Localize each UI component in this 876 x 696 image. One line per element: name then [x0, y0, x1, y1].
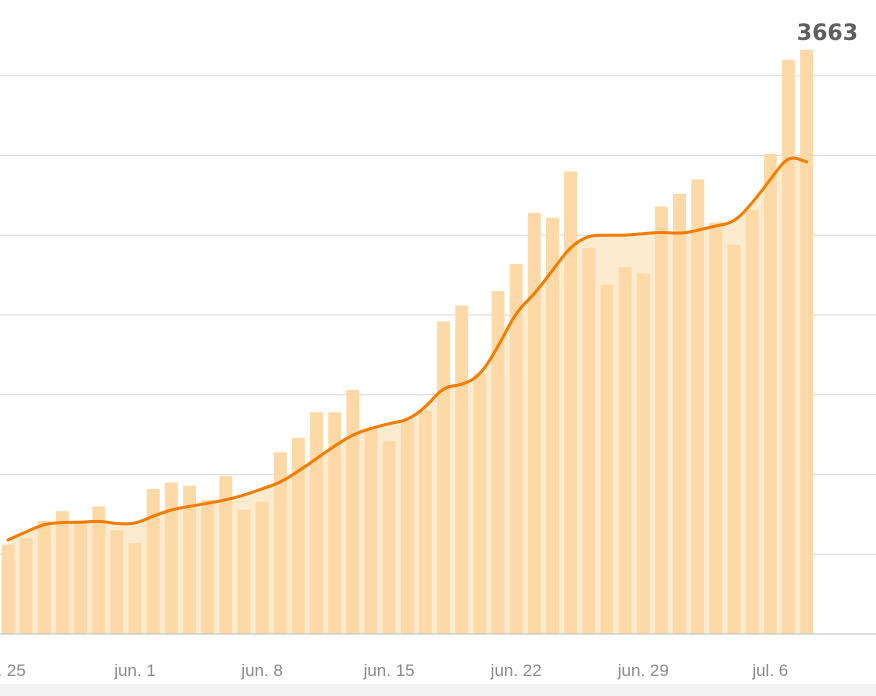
bar	[146, 488, 160, 634]
bar	[654, 206, 668, 634]
bar	[255, 501, 269, 634]
bar	[564, 171, 578, 634]
bar	[310, 412, 323, 634]
bar	[346, 390, 360, 634]
bar	[92, 506, 106, 634]
bar	[745, 209, 759, 634]
bar	[437, 321, 451, 634]
bar	[183, 485, 196, 634]
bar	[219, 476, 233, 634]
bar	[400, 420, 414, 634]
bar	[328, 412, 342, 634]
x-tick-label: jun. 8	[240, 661, 283, 680]
bar	[582, 248, 596, 634]
bar	[509, 264, 523, 634]
bar	[164, 482, 178, 634]
x-tick-label: jun. 1	[113, 661, 156, 680]
bars	[1, 49, 814, 635]
bar	[546, 217, 559, 634]
bar	[691, 179, 705, 634]
bar	[37, 520, 51, 634]
bar	[618, 267, 632, 634]
bar	[1, 544, 15, 634]
bar	[74, 520, 88, 634]
bar	[673, 193, 686, 635]
bar	[128, 543, 142, 634]
x-tick-label: jul. 6	[751, 661, 788, 680]
x-axis-ticks: y. 25 jun. 1 jun. 8 jun. 15 jun. 22 jun. 29 ju…	[0, 661, 788, 680]
bar	[364, 428, 378, 634]
peak-value-label: 3663	[797, 21, 858, 46]
bar	[800, 49, 814, 635]
bar	[636, 273, 650, 634]
bar	[781, 59, 795, 635]
bar	[418, 410, 432, 634]
bar	[491, 291, 505, 634]
average-line-group	[6, 156, 809, 542]
bar	[55, 511, 69, 634]
bar	[600, 284, 614, 634]
bar	[473, 374, 487, 634]
x-tick-label: jun. 29	[617, 661, 669, 680]
bar	[110, 530, 124, 634]
bar	[763, 153, 777, 634]
bar	[273, 452, 287, 634]
bar	[291, 437, 305, 634]
x-tick-label: jun. 22	[490, 661, 542, 680]
average-line	[6, 156, 809, 542]
x-tick-label: jun. 15	[363, 661, 415, 680]
bar	[527, 212, 541, 634]
bar	[382, 441, 396, 634]
bar	[709, 222, 723, 634]
bar	[237, 509, 251, 634]
bar	[19, 538, 33, 634]
bar	[201, 500, 215, 634]
bar	[455, 305, 469, 634]
x-tick-label: y. 25	[0, 661, 26, 680]
bottom-strip	[0, 684, 876, 696]
bar	[727, 244, 741, 635]
